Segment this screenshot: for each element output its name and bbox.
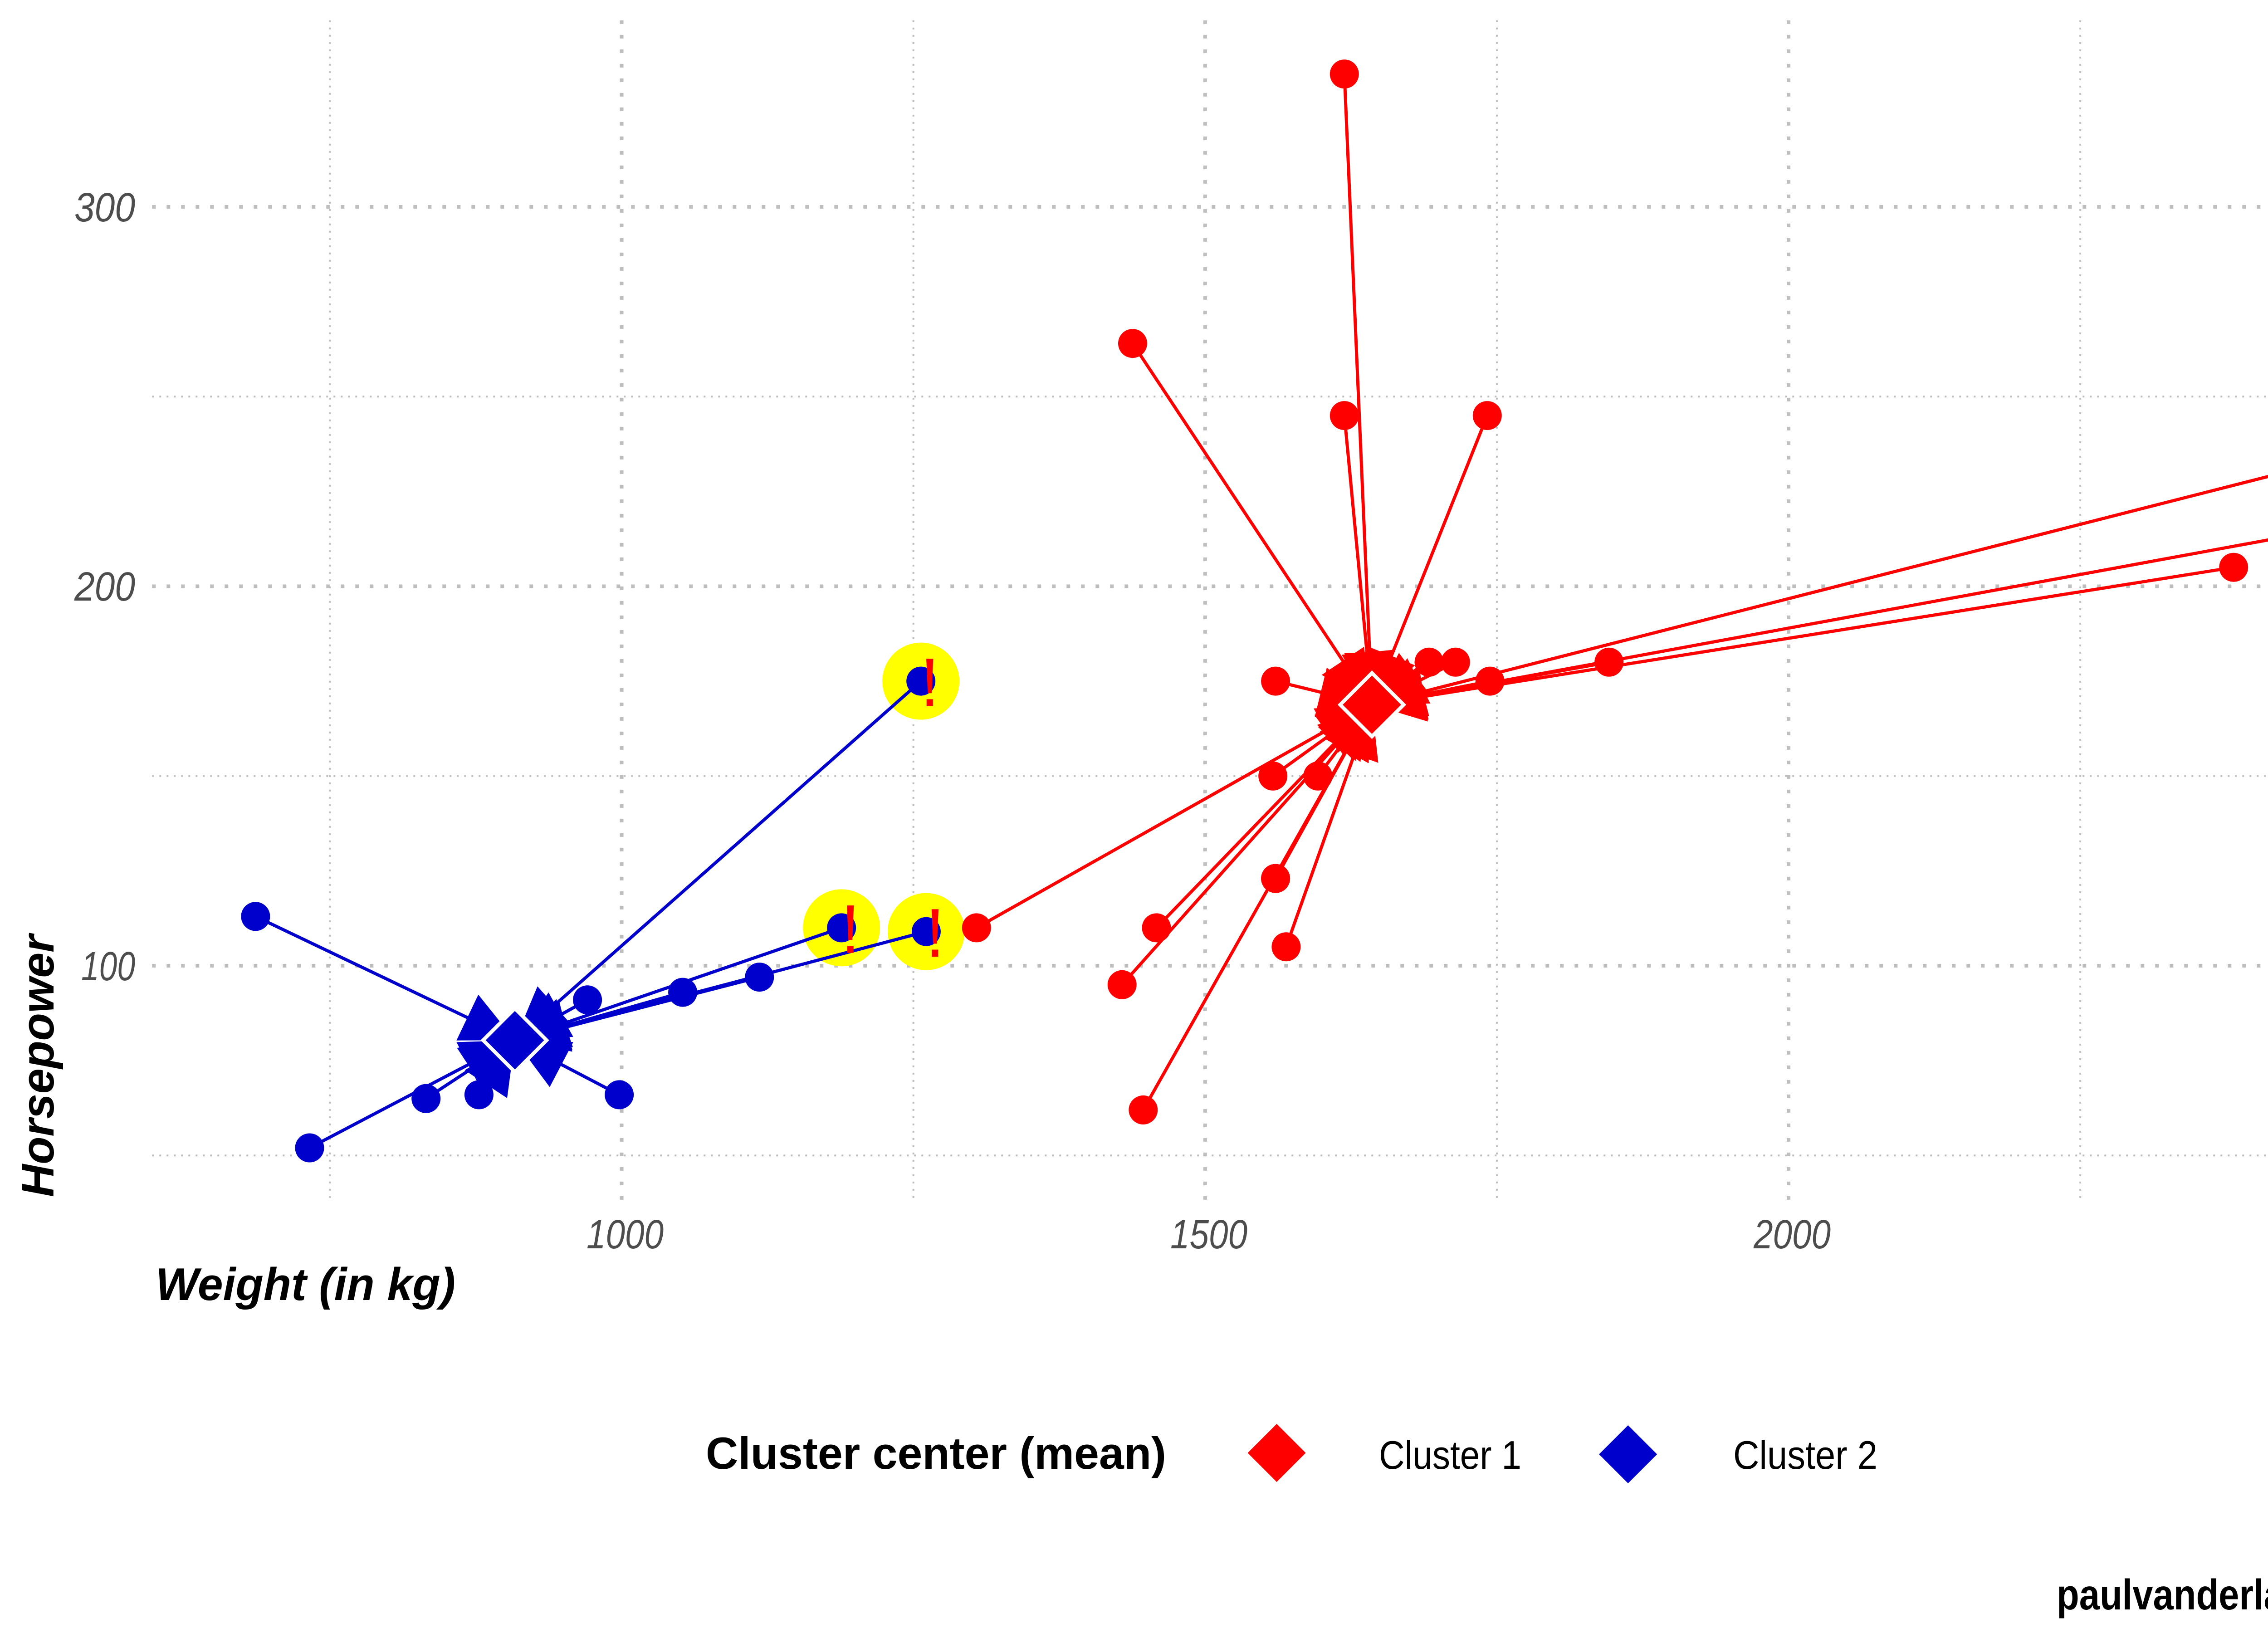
svg-text:2000: 2000 (1753, 1212, 1831, 1257)
svg-text:Cluster 2: Cluster 2 (1733, 1433, 1877, 1477)
svg-text:200: 200 (74, 564, 135, 610)
svg-text:100: 100 (81, 944, 135, 989)
svg-text:1000: 1000 (587, 1212, 664, 1257)
svg-text:Weight (in kg): Weight (in kg) (156, 1259, 455, 1310)
svg-text:Horsepower: Horsepower (13, 933, 64, 1197)
svg-text:300: 300 (74, 185, 135, 230)
svg-text:Cluster 1: Cluster 1 (1379, 1433, 1521, 1477)
svg-text:paulvanderlaken.com: paulvanderlaken.com (2057, 1571, 2268, 1619)
svg-text:Cluster center (mean): Cluster center (mean) (706, 1428, 1166, 1478)
svg-text:1500: 1500 (1170, 1212, 1247, 1257)
